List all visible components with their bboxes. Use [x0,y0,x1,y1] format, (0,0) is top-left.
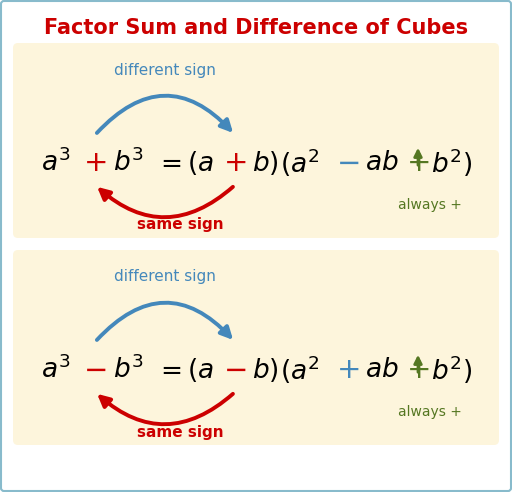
Text: $+$: $+$ [407,149,430,177]
Text: $+$: $+$ [223,149,247,177]
Text: always +: always + [398,198,462,212]
Text: $(a$: $(a$ [187,356,214,384]
Text: $b^2)$: $b^2)$ [432,147,473,179]
Text: $=$: $=$ [155,357,181,383]
Text: $b^3$: $b^3$ [113,149,143,177]
Text: $b^3$: $b^3$ [113,356,143,384]
Text: $a^3$: $a^3$ [41,356,71,384]
Text: $+$: $+$ [83,149,106,177]
Text: $-$: $-$ [223,356,247,384]
Text: Factor Sum and Difference of Cubes: Factor Sum and Difference of Cubes [44,18,468,38]
Text: $ab$: $ab$ [365,150,399,176]
Text: $b^2)$: $b^2)$ [432,354,473,386]
Text: $+$: $+$ [336,356,360,384]
Text: $+$: $+$ [407,356,430,384]
Text: $(a^2$: $(a^2$ [280,354,320,386]
Text: $b)$: $b)$ [251,149,279,177]
Text: $=$: $=$ [155,150,181,176]
Text: different sign: different sign [114,62,216,78]
FancyBboxPatch shape [13,43,499,238]
Text: $a^3$: $a^3$ [41,149,71,177]
Text: same sign: same sign [137,425,223,439]
Text: always +: always + [398,405,462,419]
Text: $(a^2$: $(a^2$ [280,147,320,179]
Text: different sign: different sign [114,270,216,284]
Text: $ab$: $ab$ [365,357,399,383]
Text: $(a$: $(a$ [187,149,214,177]
Text: $-$: $-$ [336,149,359,177]
Text: $-$: $-$ [83,356,106,384]
FancyBboxPatch shape [13,250,499,445]
Text: $b)$: $b)$ [251,356,279,384]
Text: same sign: same sign [137,217,223,233]
